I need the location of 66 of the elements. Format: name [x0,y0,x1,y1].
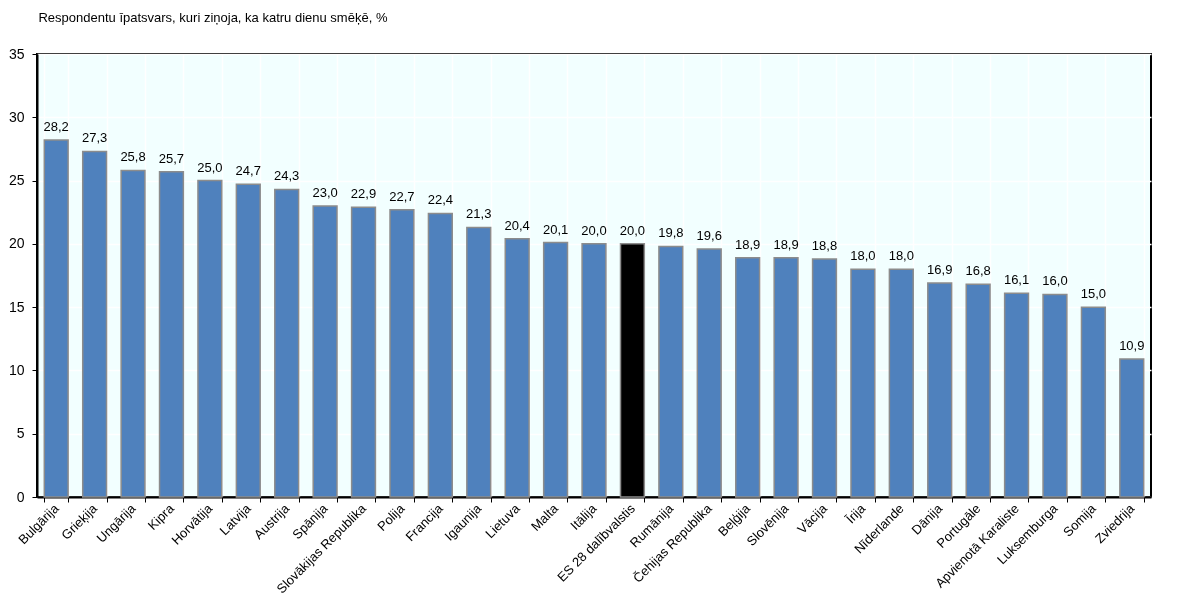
bar [773,257,799,498]
bar [389,208,415,498]
bar [965,283,991,498]
data-label: 22,9 [350,186,377,202]
data-label: 15,0 [1080,286,1107,302]
data-label: 25,0 [197,159,223,175]
data-label: 16,0 [1042,273,1068,289]
bar [235,183,261,498]
bar [735,257,761,498]
data-label: 28,2 [43,119,69,135]
data-label: 19,6 [696,227,722,243]
y-tick-label: 20 [8,235,25,252]
data-label: 10,9 [1119,338,1145,354]
bar [696,248,722,498]
data-label: 18,0 [850,248,876,264]
y-tick-label: 10 [8,361,25,378]
data-label: 20,1 [542,221,569,237]
data-label: 20,0 [619,222,646,238]
bar [158,170,185,498]
bar [811,258,838,498]
bar [1080,306,1107,498]
data-label: 18,0 [888,248,914,264]
bar [43,139,69,498]
bar [658,245,684,498]
bar [274,188,300,498]
bar [927,282,953,498]
data-label: 16,8 [965,263,991,279]
data-label: 18,9 [735,236,761,252]
data-label: 25,8 [120,149,146,165]
data-label: 16,9 [927,262,953,278]
bar [350,206,377,498]
y-tick-label: 5 [16,425,25,442]
bar [466,226,492,498]
bar [581,243,607,498]
bar [1119,358,1145,498]
data-label: 27,3 [81,130,108,146]
data-label: 18,9 [773,236,799,252]
data-label: 16,1 [1003,272,1030,288]
data-label: 24,3 [274,168,300,184]
bar [1042,293,1068,498]
data-label: 20,4 [504,217,530,233]
y-tick-label: 15 [8,298,25,315]
bar [312,205,338,498]
data-label: 25,7 [158,150,185,166]
bar [504,238,530,498]
bar [197,179,223,498]
bar [1003,292,1030,498]
bar [81,150,108,498]
data-label: 19,8 [658,225,684,241]
bar [542,241,569,498]
data-label: 24,7 [235,163,261,179]
y-tick-label: 25 [8,172,25,189]
data-label: 23,0 [312,184,338,200]
chart-title: Respondentu īpatsvars, kuri ziņoja, ka katru dienu smēķē, % [38,10,388,25]
bar [888,268,914,498]
data-label: 22,7 [389,188,415,204]
data-label: 22,4 [427,192,453,208]
y-tick-label: 30 [8,108,25,125]
data-label: 21,3 [466,206,492,222]
y-tick-label: 35 [8,45,25,62]
bar [850,268,876,498]
data-label: 18,8 [811,238,838,254]
bar [120,169,146,498]
data-label: 20,0 [581,222,607,238]
y-tick-label: 0 [16,488,25,505]
bar [427,212,453,498]
